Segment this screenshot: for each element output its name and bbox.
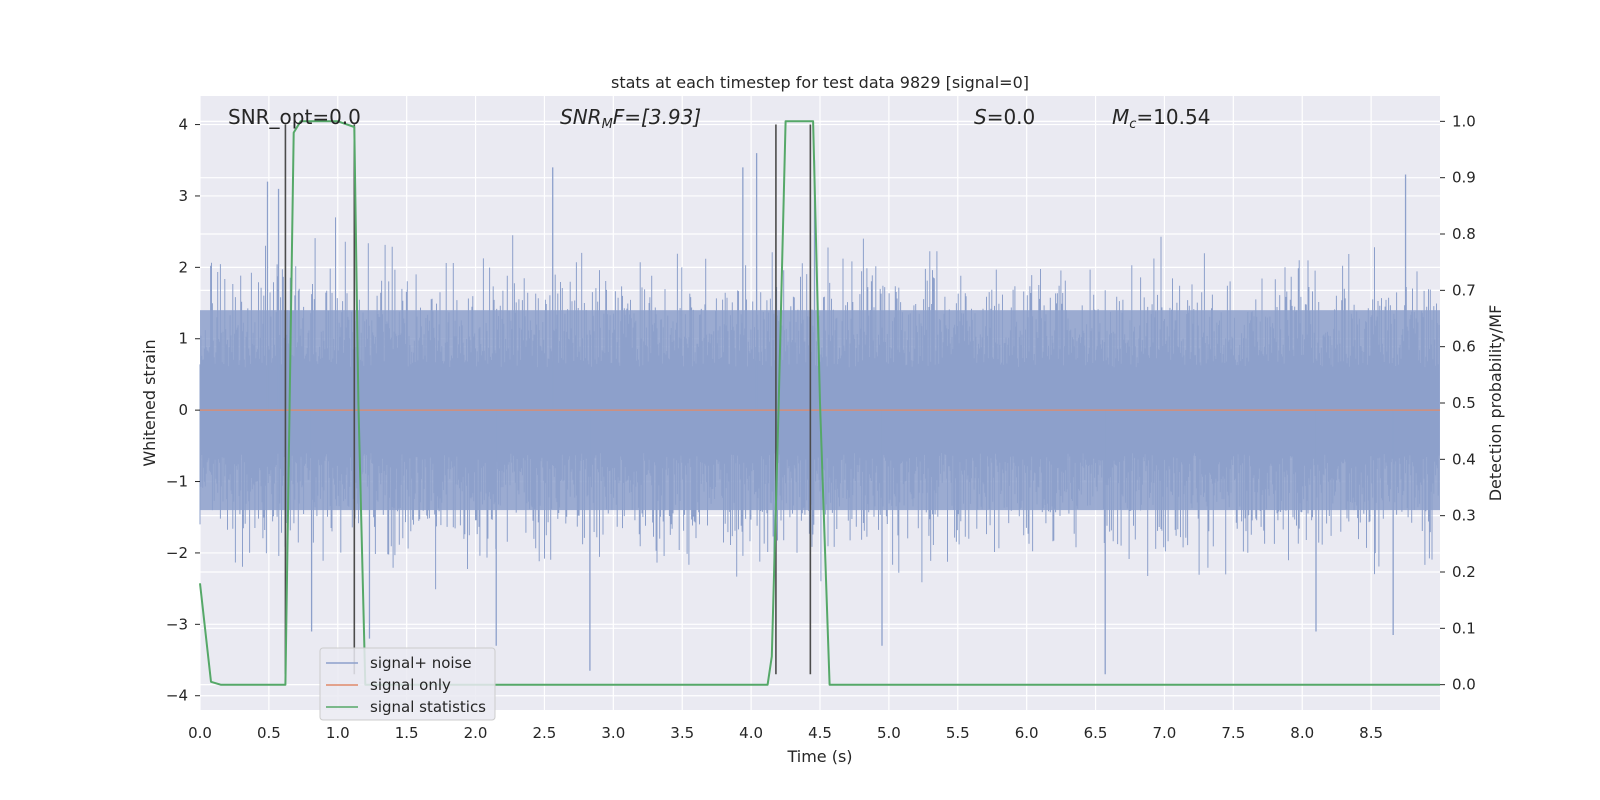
x-tick-label: 8.0 <box>1290 724 1314 742</box>
x-tick-label: 2.5 <box>533 724 557 742</box>
x-tick-label: 2.0 <box>464 724 488 742</box>
y-tick-label: −1 <box>166 473 188 491</box>
legend-label-signal: signal only <box>370 676 451 694</box>
x-tick-label: 3.5 <box>670 724 694 742</box>
annotation-snr-mf-main: SNR <box>560 105 602 129</box>
y2-tick-label: 1.0 <box>1452 112 1476 130</box>
x-tick-label: 7.0 <box>1153 724 1177 742</box>
x-tick-label: 1.5 <box>395 724 419 742</box>
statistics-line <box>199 120 1440 686</box>
y2-tick-label: 0.5 <box>1452 394 1476 412</box>
x-tick-label: 4.5 <box>808 724 832 742</box>
x-tick-label: 0.0 <box>188 724 212 742</box>
x-axis-ticks: 0.0 0.5 1.0 1.5 2.0 2.5 3.0 3.5 4.0 4.5 5.0 5.5 6.0 6… <box>188 724 1383 742</box>
y2-tick-label: 0.2 <box>1452 563 1476 581</box>
legend-label-noise: signal+ noise <box>370 654 472 672</box>
annotation-s-rest: =0.0 <box>987 105 1036 129</box>
y2-tick-label: 0.9 <box>1452 169 1476 187</box>
x-tick-label: 3.0 <box>601 724 625 742</box>
x-tick-label: 7.5 <box>1221 724 1245 742</box>
y2-axis-ticks: 1.0 0.9 0.8 0.7 0.6 0.5 0.4 0.3 0.2 0.1 0.0 <box>1440 112 1476 694</box>
annotation-mc: Mc=10.54 <box>1112 105 1210 132</box>
x-tick-label: 8.5 <box>1359 724 1383 742</box>
annotation-snr-mf: SNRMF=[3.93] <box>560 105 701 132</box>
x-axis-label: Time (s) <box>786 747 852 766</box>
legend-box <box>319 647 496 721</box>
annotation-mc-rest: =10.54 <box>1136 105 1210 129</box>
legend-label-statistics: signal statistics <box>370 698 486 716</box>
x-tick-label: 5.5 <box>946 724 970 742</box>
y2-tick-label: 0.3 <box>1452 507 1476 525</box>
y-tick-label: 1 <box>178 330 188 348</box>
y-tick-label: 2 <box>178 258 188 276</box>
chart-title: stats at each timestep for test data 982… <box>611 73 1029 92</box>
y-tick-label: 0 <box>178 401 188 419</box>
x-tick-label: 0.5 <box>257 724 281 742</box>
annotation-snr-opt: SNR_opt=0.0 <box>228 105 361 129</box>
annotation-s: S=0.0 <box>974 105 1035 129</box>
y2-tick-label: 0.8 <box>1452 225 1476 243</box>
legend: signal+ noise signal only signal statist… <box>319 647 496 721</box>
y-tick-label: 3 <box>178 187 188 205</box>
statistics-series <box>199 120 1440 686</box>
annotation-snr-mf-rest: F=[3.93] <box>613 105 701 129</box>
x-tick-label: 5.0 <box>877 724 901 742</box>
annotation-mc-sub: c <box>1129 117 1136 132</box>
y-axis-ticks: 4 3 2 1 0 −1 −2 −3 −4 <box>166 116 200 705</box>
y2-tick-label: 0.6 <box>1452 338 1476 356</box>
annotation-snr-mf-sub: M <box>602 117 613 132</box>
y2-axis-label: Detection probability/MF <box>1486 305 1505 502</box>
y2-tick-label: 0.4 <box>1452 450 1476 468</box>
y-tick-label: −4 <box>166 687 188 705</box>
annotation-s-italic: S <box>974 105 987 129</box>
y2-tick-label: 0.1 <box>1452 619 1476 637</box>
y-tick-label: −2 <box>166 544 188 562</box>
x-tick-label: 1.0 <box>326 724 350 742</box>
y2-tick-label: 0.7 <box>1452 281 1476 299</box>
annotation-mc-main: M <box>1112 105 1129 129</box>
vertical-marker-lines <box>284 124 812 675</box>
x-tick-label: 4.0 <box>739 724 763 742</box>
y-tick-label: 4 <box>178 116 188 134</box>
x-tick-label: 6.5 <box>1084 724 1108 742</box>
noise-trace <box>199 217 1440 590</box>
y-tick-label: −3 <box>166 615 188 633</box>
x-tick-label: 6.0 <box>1015 724 1039 742</box>
y2-tick-label: 0.0 <box>1452 676 1476 694</box>
y-axis-label: Whitened strain <box>140 339 159 466</box>
